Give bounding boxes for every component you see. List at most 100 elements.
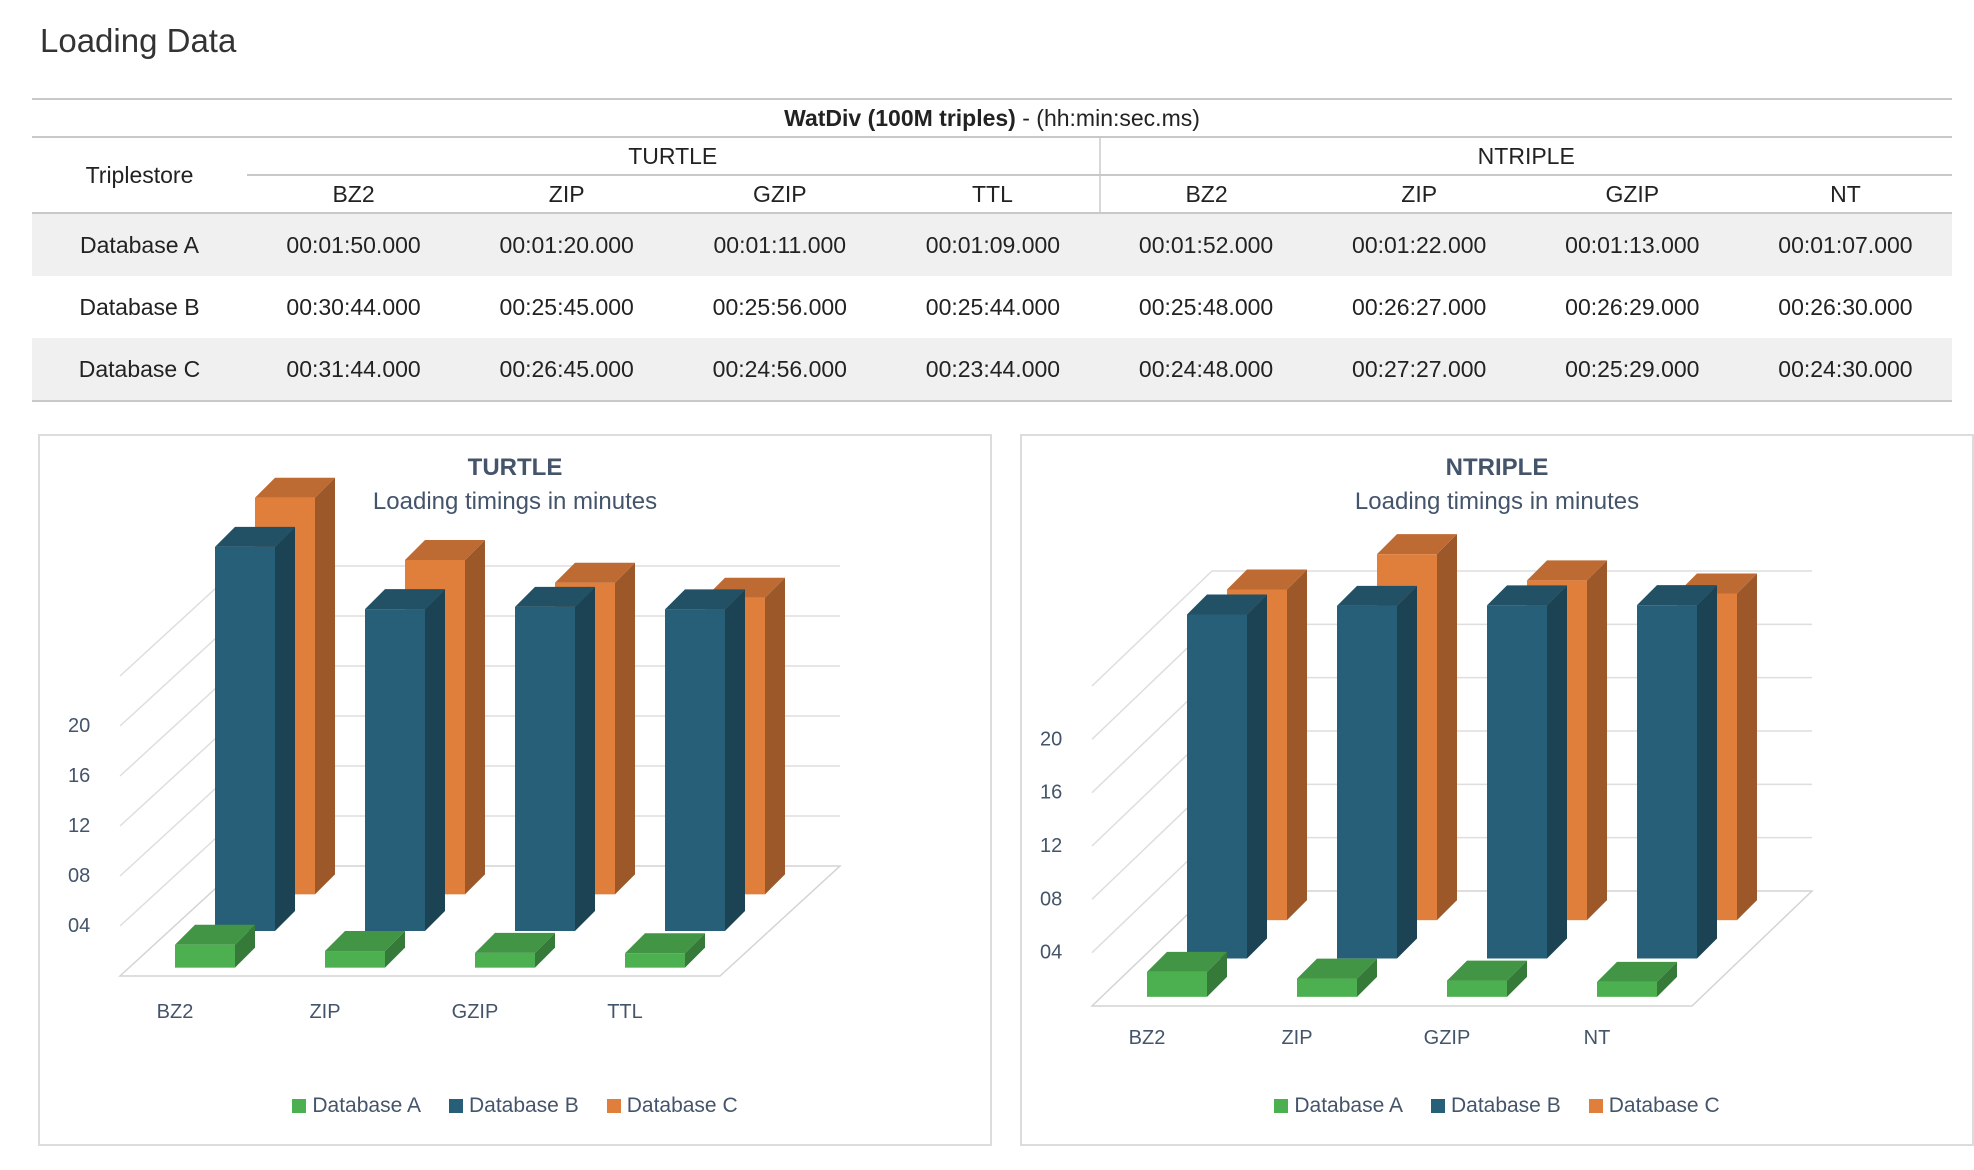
database-c-bar-side — [1437, 534, 1457, 921]
row-name: Database B — [79, 293, 200, 320]
database-b-bar-top — [215, 526, 295, 547]
database-a-bar-top — [1597, 961, 1677, 982]
database-a-bar-top — [1147, 951, 1227, 972]
table-cell: 00:25:44.000 — [925, 293, 1061, 320]
table-cell: 00:01:50.000 — [247, 213, 461, 276]
table-cell: 00:31:44.000 — [247, 338, 461, 402]
database-a-bar — [1597, 981, 1657, 997]
database-b-bar-side — [1397, 585, 1417, 959]
database-b-bar-top — [1487, 585, 1567, 606]
database-b-bar-top — [665, 589, 745, 610]
database-b-bar-side — [275, 526, 295, 931]
table-cell: 00:24:48.000 — [1099, 338, 1313, 402]
legend-label: Database A — [1294, 1094, 1403, 1117]
table-cell: 00:30:44.000 — [286, 293, 421, 320]
database-b-bar-top — [515, 586, 595, 607]
database-a-bar — [475, 952, 535, 968]
column-header: ZIP — [1312, 175, 1526, 214]
column-header: NT — [1738, 175, 1952, 214]
y-tick-label: 20 — [68, 715, 90, 737]
table-cell: 00:26:45.000 — [460, 338, 674, 402]
y-tick-label: 20 — [1040, 728, 1062, 750]
database-b-bar-side — [575, 586, 595, 931]
legend-label: Database B — [468, 1094, 579, 1117]
database-a-bar-top — [1447, 960, 1527, 981]
gridline-side — [1091, 570, 1213, 687]
database-b-bar — [515, 606, 575, 931]
database-b-bar — [1637, 605, 1697, 959]
legend-label: Database C — [626, 1094, 738, 1117]
chart-legend: Database A Database B Database C — [40, 1094, 990, 1118]
table-cell: 00:26:27.000 — [1352, 293, 1487, 320]
database-c-bar-side — [465, 539, 485, 895]
chart-legend: Database A Database B Database C — [1022, 1094, 1972, 1118]
legend-item-database-b: Database B — [448, 1094, 579, 1118]
database-b-bar — [1487, 605, 1547, 959]
database-b-bar — [215, 546, 275, 931]
database-a-bar — [1447, 980, 1507, 997]
column-header: BZ2 — [247, 175, 461, 214]
legend-label: Database A — [312, 1094, 421, 1117]
x-category-label: NT — [1584, 1027, 1611, 1049]
database-a-bar-side — [235, 924, 255, 968]
database-c-bar-side — [765, 577, 785, 895]
y-tick-label: 08 — [1040, 888, 1062, 910]
database-c-bar-top — [1227, 569, 1307, 590]
page-title: Loading Data — [40, 22, 237, 59]
chart-floor — [118, 865, 842, 977]
database-a-bar — [1147, 971, 1207, 997]
turtle-chart: 04 08 12 16 20 BZ2 ZIP GZIP TTL — [68, 477, 842, 1023]
database-a-bar-top — [325, 931, 405, 952]
legend-item-database-b: Database B — [1430, 1094, 1561, 1118]
database-a-bar-side — [1507, 960, 1527, 997]
database-b-bar-side — [1697, 585, 1717, 959]
table-cell: 00:25:56.000 — [712, 293, 847, 320]
y-tick-label: 08 — [68, 865, 90, 887]
database-b-bar-side — [725, 589, 745, 931]
column-header: ZIP — [460, 175, 674, 214]
database-c-bar-top — [1377, 534, 1457, 555]
legend-label: Database B — [1450, 1094, 1561, 1117]
column-header: GZIP — [1525, 175, 1739, 214]
database-b-bar-side — [425, 589, 445, 931]
table-row: Database B 00:30:44.000 00:25:45.000 00:… — [32, 276, 1952, 338]
database-a-bar — [325, 951, 385, 968]
database-b-bar-side — [1247, 594, 1267, 959]
database-b-bar-side — [1547, 585, 1567, 959]
column-header: BZ2 — [1098, 175, 1313, 214]
y-tick-label: 04 — [1040, 942, 1062, 964]
y-tick-label: 16 — [68, 765, 90, 787]
database-a-bar-side — [685, 933, 705, 968]
database-a-bar-side — [1207, 951, 1227, 997]
database-c-bar-side — [1587, 560, 1607, 921]
x-category-label: GZIP — [1424, 1027, 1471, 1049]
table-caption: WatDiv (100M triples) - (hh:min:sec.ms) — [32, 98, 1952, 138]
chart-subtitle: Loading timings in minutes — [372, 488, 658, 515]
chart-title: TURTLE — [467, 454, 563, 481]
database-a-bar-top — [625, 933, 705, 954]
row-name: Database A — [32, 213, 247, 276]
ntriple-chart-panel: NTRIPLE Loading timings in minutes 04 08 1… — [1020, 434, 1974, 1146]
database-c-bar-top — [255, 477, 335, 498]
y-tick-label: 12 — [1040, 835, 1062, 857]
legend-label: Database C — [1608, 1094, 1720, 1117]
turtle-chart-panel: TURTLE Loading timings in minutes 04 08 12… — [38, 434, 992, 1146]
x-category-label: BZ2 — [157, 1001, 194, 1023]
database-c-bar-side — [615, 562, 635, 895]
legend-swatch — [448, 1099, 463, 1113]
column-header: TTL — [886, 175, 1100, 214]
x-category-label: GZIP — [452, 1001, 499, 1023]
database-b-bar — [665, 609, 725, 931]
x-category-label: ZIP — [309, 1001, 340, 1023]
table-cell: 00:25:29.000 — [1525, 338, 1739, 402]
y-tick-label: 12 — [68, 815, 90, 837]
y-tick-label: 16 — [1040, 782, 1062, 804]
x-category-label: ZIP — [1281, 1027, 1312, 1049]
table-cell: 00:27:27.000 — [1312, 338, 1526, 402]
row-name: Database C — [32, 338, 247, 402]
table-cell: 00:24:30.000 — [1738, 338, 1952, 402]
group-header-turtle: TURTLE — [247, 137, 1100, 176]
chart-title: NTRIPLE — [1445, 454, 1549, 481]
database-a-bar — [1297, 978, 1357, 997]
group-header-ntriple: NTRIPLE — [1098, 137, 1952, 176]
